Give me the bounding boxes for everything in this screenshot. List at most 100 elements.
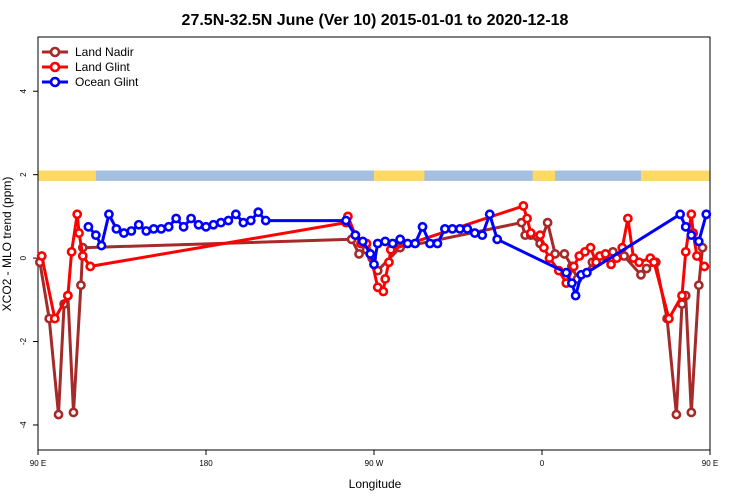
data-point — [680, 246, 691, 257]
data-point — [692, 251, 702, 261]
data-point — [72, 209, 83, 220]
legend-label: Land Glint — [75, 60, 130, 74]
data-point — [378, 286, 389, 297]
data-point — [585, 242, 596, 253]
data-point — [693, 280, 704, 291]
data-point — [535, 230, 546, 241]
data-point — [454, 223, 465, 234]
data-point — [141, 226, 152, 236]
land-strip-segment — [374, 170, 425, 181]
data-point — [260, 215, 271, 226]
data-point — [425, 238, 435, 249]
data-point — [680, 221, 691, 232]
chart-title: 27.5N-32.5N June (Ver 10) 2015-01-01 to … — [182, 12, 569, 29]
data-point — [462, 223, 473, 234]
data-point — [357, 236, 368, 247]
data-point — [223, 215, 234, 226]
data-point — [544, 253, 555, 264]
data-point — [163, 221, 174, 232]
data-point — [622, 213, 633, 224]
data-point — [484, 209, 495, 220]
data-point — [350, 230, 361, 241]
data-point — [354, 249, 364, 259]
data-point — [148, 223, 159, 234]
data-point — [693, 236, 704, 247]
data-point — [675, 209, 686, 220]
data-point — [432, 238, 443, 249]
data-point — [417, 221, 428, 232]
x-tick-label: 0 — [540, 459, 545, 468]
y-tick-label: 4 — [19, 88, 28, 93]
data-point — [619, 251, 630, 261]
data-point — [518, 201, 529, 211]
data-point — [525, 228, 536, 238]
data-point — [686, 407, 697, 418]
data-point — [238, 217, 249, 228]
data-point — [568, 261, 579, 272]
data-point — [253, 207, 264, 218]
land-strip-segment — [532, 170, 556, 181]
data-point — [90, 230, 101, 241]
data-point — [469, 228, 480, 238]
data-point — [369, 259, 379, 270]
data-point — [649, 257, 659, 268]
data-point — [699, 261, 710, 272]
data-point — [395, 234, 406, 245]
data-point — [410, 238, 420, 249]
data-point — [178, 221, 189, 232]
data-point — [566, 278, 577, 289]
data-point — [245, 215, 256, 226]
land-strip-segment — [38, 170, 96, 181]
data-point — [492, 234, 503, 245]
series-ocean-glint — [83, 207, 712, 301]
data-point — [701, 209, 712, 220]
y-tick-label: -2 — [19, 337, 28, 345]
data-point — [671, 409, 682, 420]
x-tick-label: 90 E — [702, 459, 718, 468]
x-tick-label: 90 E — [30, 459, 46, 468]
data-point — [440, 223, 450, 234]
data-point — [522, 213, 532, 224]
legend-swatch-marker — [49, 76, 61, 88]
data-point — [561, 267, 572, 278]
data-point — [600, 249, 611, 259]
x-tick-label: 180 — [199, 459, 213, 468]
data-point — [230, 209, 241, 220]
x-axis-label: Longitude — [349, 477, 402, 491]
data-point — [49, 313, 60, 324]
data-point — [76, 280, 86, 291]
data-point — [208, 219, 219, 230]
data-point — [380, 274, 391, 284]
x-tick-label: 90 W — [365, 459, 384, 468]
y-tick-label: 0 — [19, 255, 28, 260]
data-point — [477, 230, 488, 241]
data-point — [118, 228, 129, 238]
data-point — [66, 246, 77, 257]
data-point — [677, 290, 687, 301]
y-axis-label: XCO2 - MLO trend (ppm) — [0, 177, 14, 312]
data-point — [216, 217, 226, 228]
data-point — [542, 217, 553, 228]
data-point — [686, 209, 697, 220]
data-point — [104, 209, 114, 220]
legend-swatch-marker — [49, 46, 61, 58]
data-point — [36, 251, 47, 261]
data-point — [387, 238, 398, 249]
data-point — [156, 223, 167, 234]
data-point — [447, 223, 458, 234]
data-point — [636, 269, 646, 280]
y-tick-label: 2 — [19, 172, 28, 177]
data-point — [634, 257, 644, 268]
data-point — [201, 221, 211, 232]
legend-label: Ocean Glint — [75, 75, 139, 89]
data-point — [111, 223, 122, 234]
data-point — [372, 238, 383, 249]
data-point — [74, 228, 84, 238]
y-tick-label: -4 — [19, 421, 28, 429]
data-point — [664, 313, 674, 324]
data-point — [83, 221, 94, 232]
data-point — [686, 230, 697, 241]
data-point — [538, 242, 549, 253]
